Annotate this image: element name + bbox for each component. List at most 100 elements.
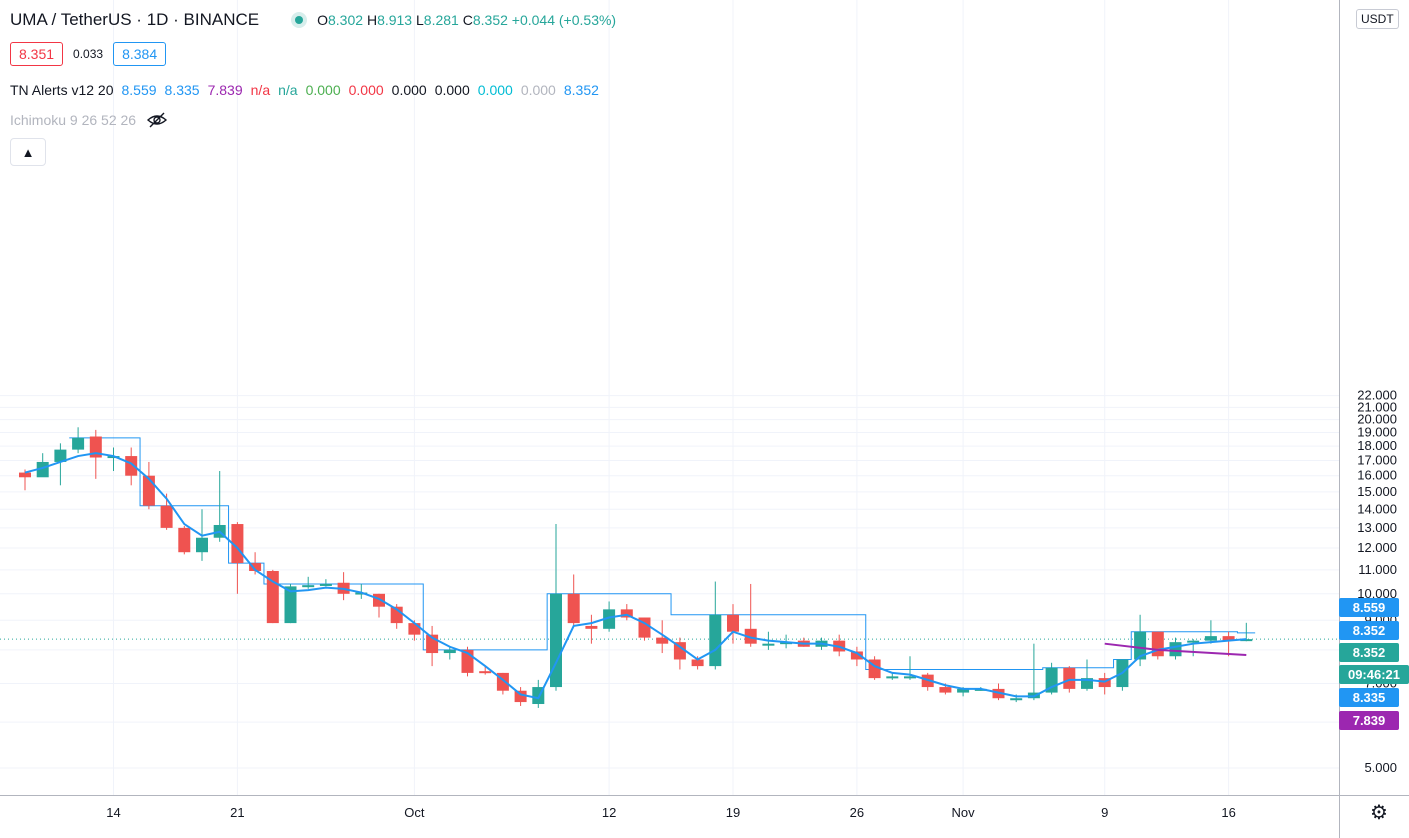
chevron-up-icon: ▲ [21,144,35,160]
candle-body [567,593,580,624]
candle-body [1222,636,1235,641]
market-status-icon[interactable] [291,12,308,28]
quote-row: 8.351 0.033 8.384 [10,42,167,66]
indicator-name: TN Alerts v12 20 [10,82,114,98]
stepped-line [69,437,1256,670]
x-tick-label: 19 [726,805,740,820]
x-tick-label: 21 [230,805,244,820]
price-tag: 8.352 [1339,621,1399,640]
ichimoku-legend[interactable]: Ichimoku 9 26 52 26 [10,112,168,128]
candle-body [1081,678,1093,689]
candle-body [1187,640,1200,643]
candle-body [691,659,704,667]
candle-body [89,436,102,458]
candle-body [249,563,262,572]
y-tick-label: 20.000 [1357,412,1397,427]
candle-body [939,687,952,693]
candle-body [479,671,492,674]
y-tick-label: 17.000 [1357,452,1397,467]
y-tick-label: 14.000 [1357,501,1397,516]
candle-body [585,625,598,629]
candle-body [727,614,739,632]
candle-body [1151,631,1164,657]
candle-body [319,583,332,586]
x-tick-label: 26 [850,805,864,820]
y-tick-label: 5.000 [1364,760,1397,775]
candle-body [54,449,67,462]
x-tick-label: Oct [404,805,425,820]
sell-button[interactable]: 8.351 [10,42,64,66]
moving-average-line [24,452,1247,700]
currency-badge[interactable]: USDT [1356,9,1399,29]
price-tag: 09:46:21 [1339,665,1409,684]
x-tick-label: Nov [952,805,976,820]
y-tick-label: 16.000 [1357,468,1397,483]
indicator-value: 8.352 [563,82,599,98]
candle-body [957,688,970,693]
y-tick-label: 18.000 [1357,438,1397,453]
indicator-value: n/a [278,82,298,98]
candle-body [1134,631,1147,660]
candle-body [514,690,527,703]
y-tick-label: 15.000 [1357,484,1397,499]
buy-button[interactable]: 8.384 [113,42,167,66]
price-tag: 8.335 [1339,688,1399,707]
y-tick-label: 12.000 [1357,540,1397,555]
candle-body [36,461,49,478]
x-tick-label: 12 [602,805,616,820]
indicator-value: 0.000 [477,82,513,98]
candle-body [178,527,191,553]
indicator-value: 0.000 [391,82,427,98]
candle-body [160,505,173,528]
x-tick-label: 16 [1221,805,1235,820]
candle-body [443,649,456,654]
candle-body [1010,698,1023,701]
symbol-header: UMA / TetherUS · 1D · BINANCE O8.302 H8.… [10,10,616,30]
candle-body [125,456,138,476]
candle-body [744,628,757,644]
indicator-legend[interactable]: TN Alerts v12 20 8.559 8.335 7.839 n/a n/a 0.… [10,82,607,98]
indicator-value: 8.335 [164,82,200,98]
indicator-value: 7.839 [207,82,243,98]
price-tag: 8.559 [1339,598,1399,617]
y-tick-label: 19.000 [1357,425,1397,440]
candle-body [620,609,633,618]
candle-body [196,537,208,553]
indicator-value: 0.000 [305,82,341,98]
ichimoku-label: Ichimoku 9 26 52 26 [10,112,137,128]
eye-hidden-icon[interactable] [146,112,168,128]
y-tick-label: 22.000 [1357,388,1397,403]
ohlc-values: O8.302 H8.913 L8.281 C8.352 +0.044 (+0.5… [317,12,617,28]
candle-body [231,524,244,564]
candle-body [408,623,421,635]
candle-body [19,472,31,478]
collapse-legend-button[interactable]: ▲ [10,138,46,166]
settings-gear-icon[interactable]: ⚙ [1370,802,1388,824]
candle-body [1063,667,1076,689]
indicator-value: 0.000 [348,82,384,98]
price-tag: 7.839 [1339,711,1399,730]
purple-indicator-line [1104,642,1247,656]
price-tag: 8.352 [1339,643,1399,662]
indicator-value: 0.000 [434,82,470,98]
x-tick-label: 14 [106,805,120,820]
candle-body [673,642,686,660]
candle-body [656,637,669,644]
indicator-value: n/a [250,82,271,98]
candle-body [284,586,297,624]
candle-body [72,437,85,450]
candle-body [302,585,315,588]
candle-body [550,593,562,688]
indicator-value: 0.000 [520,82,556,98]
spread-value: 0.033 [73,47,104,61]
candle-body [850,651,863,660]
candle-body [709,614,722,667]
y-tick-label: 13.000 [1357,520,1397,535]
symbol-title[interactable]: UMA / TetherUS · 1D · BINANCE [10,10,260,29]
candle-body [1204,636,1217,641]
candle-body [762,643,775,646]
candle-body [886,676,899,679]
y-tick-label: 10.000 [1357,586,1397,601]
y-tick-label: 11.000 [1358,562,1397,577]
